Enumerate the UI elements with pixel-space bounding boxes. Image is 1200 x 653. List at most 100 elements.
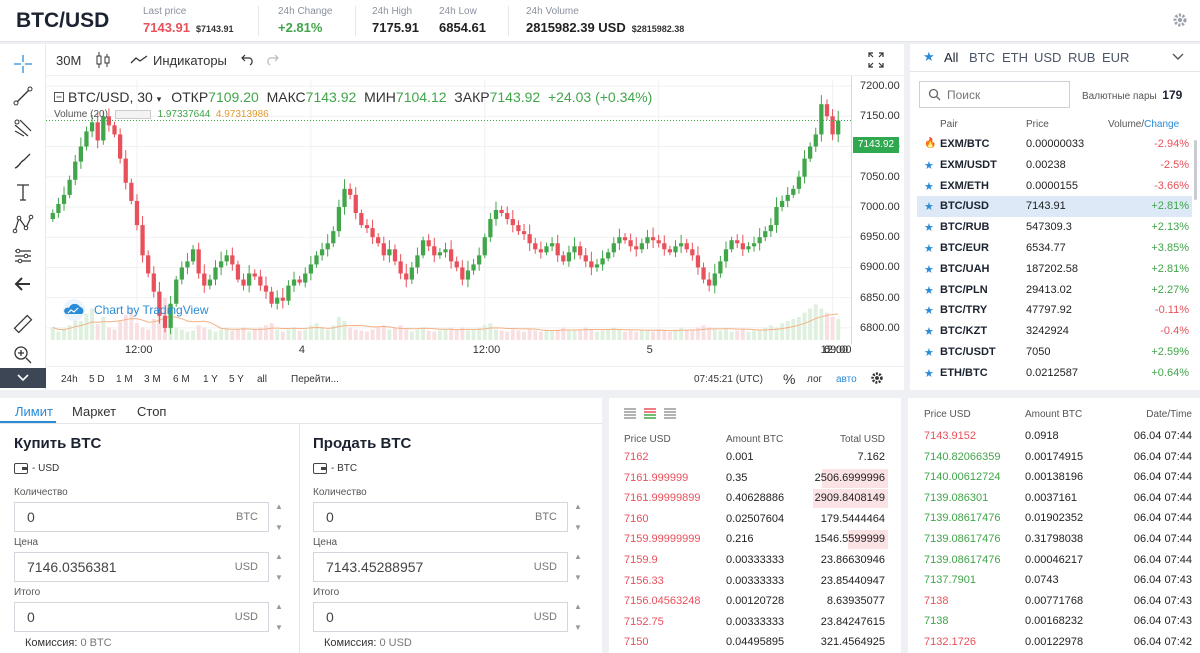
tradingview-badge[interactable]: Chart by TradingView (60, 299, 209, 321)
orderbook-row[interactable]: 7159.99999999 0.216 1546.5599999 (609, 529, 901, 550)
sell-total-input[interactable]: 0 USD (313, 602, 568, 632)
sell-price-input[interactable]: 7143.45288957 USD (313, 552, 568, 582)
order-tab[interactable]: Лимит (15, 404, 53, 419)
market-row[interactable]: ★ BTC/EUR 6534.77 +3.85% (917, 238, 1192, 259)
candle-style-icon[interactable] (96, 51, 110, 72)
range-button[interactable]: 6 M (173, 374, 190, 385)
star-icon[interactable]: ★ (924, 263, 934, 276)
star-icon[interactable]: ★ (924, 201, 934, 214)
market-row[interactable]: ★ BTC/TRY 47797.92 -0.11% (917, 300, 1192, 321)
market-row[interactable]: ★ BTC/USD 7143.91 +2.81% (917, 196, 1192, 218)
collapse-legend-icon[interactable] (54, 92, 64, 102)
star-icon[interactable]: ★ (924, 347, 934, 359)
arrow-left-icon[interactable] (11, 272, 35, 296)
range-button[interactable]: 1 M (116, 374, 133, 385)
orderbook-row[interactable]: 7159.9 0.00333333 23.86630946 (609, 550, 901, 571)
star-icon[interactable]: ★ (924, 159, 934, 172)
market-tab-eur[interactable]: EUR (1102, 50, 1130, 65)
buy-price-stepper[interactable]: ▲ ▼ (275, 552, 283, 582)
text-tool-icon[interactable] (11, 180, 35, 204)
star-icon[interactable]: ★ (924, 222, 934, 235)
indicators-button[interactable]: Индикаторы (130, 53, 227, 68)
sell-total-stepper[interactable]: ▲ ▼ (574, 602, 582, 632)
col-price-header[interactable]: Price (1026, 119, 1049, 130)
volume-legend-controls-icon[interactable] (114, 109, 151, 119)
market-row[interactable]: ★ BTC/RUB 547309.3 +2.13% (917, 217, 1192, 238)
market-tab-all[interactable]: All (944, 50, 959, 65)
market-row[interactable]: ★ ETH/BTC 0.0212587 +0.64% (917, 363, 1192, 384)
zoom-in-icon[interactable] (11, 343, 35, 367)
range-button[interactable]: all (257, 374, 268, 385)
undo-icon[interactable] (241, 52, 255, 69)
market-row[interactable]: 🔥 EXM/BTC 0.00000033 -2.94% (917, 134, 1192, 155)
book-both-icon[interactable] (623, 407, 637, 419)
range-button[interactable]: 24h (61, 374, 78, 385)
book-asks-icon[interactable] (643, 407, 657, 419)
star-icon[interactable]: ★ (924, 326, 934, 339)
legend-dropdown-icon[interactable]: ▾ (156, 94, 162, 104)
market-row[interactable]: ★ BTC/USDT 7050 +2.59% (917, 342, 1192, 363)
range-button[interactable]: 1 Y (203, 374, 218, 385)
percent-scale-toggle[interactable]: % (783, 371, 796, 387)
market-row[interactable]: ★ EXM/USDT 0.00238 -2.5% (917, 155, 1192, 176)
trend-line-icon[interactable] (11, 84, 35, 108)
buy-qty-input[interactable]: 0 BTC (14, 502, 269, 532)
order-tab[interactable]: Маркет (72, 404, 117, 419)
market-tab-rub[interactable]: RUB (1068, 50, 1096, 65)
market-list-scrollbar[interactable] (1194, 140, 1197, 200)
market-row[interactable]: ★ EXM/ETH 0.0000155 -3.66% (917, 176, 1192, 197)
book-bids-icon[interactable] (663, 407, 677, 419)
fire-icon[interactable]: 🔥 (924, 138, 937, 149)
fib-tool-icon[interactable] (11, 116, 35, 140)
orderbook-row[interactable]: 7152.75 0.00333333 23.84247615 (609, 612, 901, 633)
buy-price-input[interactable]: 7146.0356381 USD (14, 552, 269, 582)
col-pair-header[interactable]: Pair (940, 119, 958, 130)
orderbook-row[interactable]: 7156.04563248 0.00120728 8.63935077 (609, 591, 901, 612)
market-tab-btc[interactable]: BTC (969, 50, 995, 65)
star-icon[interactable]: ★ (924, 243, 934, 255)
settings-gear-icon[interactable] (1172, 12, 1188, 31)
orderbook-row[interactable]: 7161.99999899 0.40628886 2909.8408149 (609, 488, 901, 509)
market-row[interactable]: ★ BTC/UAH 187202.58 +2.81% (917, 259, 1192, 280)
order-tab[interactable]: Стоп (137, 404, 167, 419)
sell-price-stepper[interactable]: ▲ ▼ (574, 552, 582, 582)
chart-settings-gear-icon[interactable] (870, 371, 884, 388)
pattern-tool-icon[interactable] (11, 212, 35, 236)
chevron-down-icon[interactable] (1172, 49, 1184, 64)
utc-clock[interactable]: 07:45:21 (UTC) (694, 374, 763, 385)
interval-button[interactable]: 30M (56, 53, 82, 68)
time-axis[interactable]: 12:00 4 12:00 5 12:00 6 09:00 (46, 344, 856, 362)
toolbar-collapse-button[interactable] (0, 368, 46, 388)
star-icon[interactable]: ★ (924, 180, 934, 193)
buy-total-stepper[interactable]: ▲ ▼ (275, 602, 283, 632)
range-button[interactable]: 5 D (89, 374, 105, 385)
orderbook-row[interactable]: 7160 0.02507604 179.5444464 (609, 509, 901, 530)
orderbook-row[interactable]: 7161.999999 0.35 2506.6999996 (609, 468, 901, 489)
projection-tool-icon[interactable] (11, 244, 35, 268)
redo-icon[interactable] (265, 52, 279, 69)
sell-qty-input[interactable]: 0 BTC (313, 502, 568, 532)
market-row[interactable]: ★ BTC/KZT 3242924 -0.4% (917, 321, 1192, 342)
ruler-icon[interactable] (11, 312, 35, 336)
star-icon[interactable]: ★ (924, 284, 934, 297)
orderbook-row[interactable]: 7156.33 0.00333333 23.85440947 (609, 571, 901, 592)
goto-date-button[interactable]: Перейти... (291, 374, 339, 385)
range-button[interactable]: 5 Y (229, 374, 244, 385)
orderbook-row[interactable]: 7162 0.001 7.162 (609, 447, 901, 468)
buy-total-input[interactable]: 0 USD (14, 602, 269, 632)
col-volume-change-header[interactable]: Volume/Change (1108, 119, 1180, 130)
market-tab-usd[interactable]: USD (1034, 50, 1062, 65)
brush-icon[interactable] (11, 148, 35, 172)
log-scale-toggle[interactable]: лог (807, 374, 823, 385)
price-axis[interactable]: 7200.007150.007100.007050.007000.006950.… (851, 76, 904, 344)
star-icon[interactable]: ★ (924, 305, 934, 318)
sell-qty-stepper[interactable]: ▲ ▼ (574, 502, 582, 532)
crosshair-icon[interactable] (11, 52, 35, 76)
price-chart[interactable] (46, 80, 856, 340)
star-icon[interactable]: ★ (924, 367, 934, 380)
orderbook-row[interactable]: 7150 0.04495895 321.4564925 (609, 632, 901, 653)
search-input[interactable] (947, 87, 1057, 102)
buy-qty-stepper[interactable]: ▲ ▼ (275, 502, 283, 532)
market-row[interactable]: ★ BTC/PLN 29413.02 +2.27% (917, 280, 1192, 301)
auto-scale-toggle[interactable]: авто (836, 374, 857, 385)
